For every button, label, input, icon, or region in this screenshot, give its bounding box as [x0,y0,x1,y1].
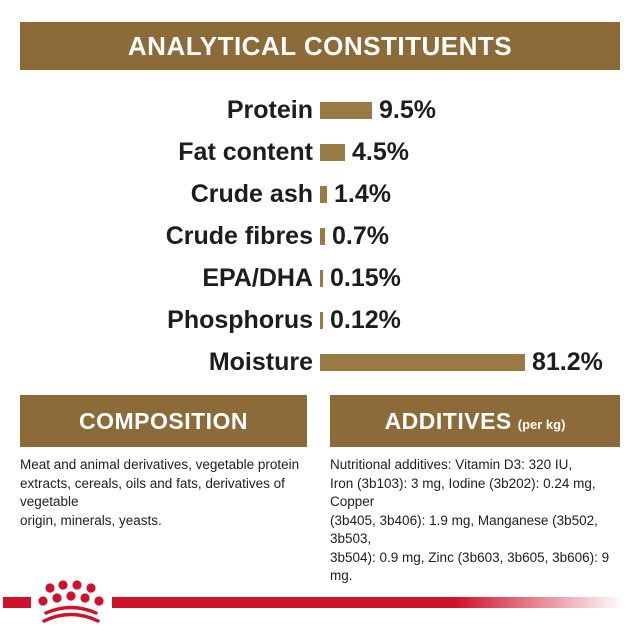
additives-title: ADDITIVES [384,408,512,434]
nutrient-label: Protein [226,95,313,124]
additives-title-suffix: (per kg) [517,417,566,432]
additives-text: Nutritional additives: Vitamin D3: 320 I… [330,457,610,583]
nutrient-label: Crude ash [190,179,313,208]
royal-canin-crown-logo [38,580,104,623]
info-sections: COMPOSITION Meat and animal derivatives,… [20,395,620,586]
nutrient-bar [320,269,323,287]
nutrient-label: Fat content [178,137,313,166]
additives-banner: ADDITIVES (per kg) [330,395,620,447]
nutrient-label: Crude fibres [165,221,313,250]
nutrient-value: 9.5% [379,95,436,124]
chart-row: EPA/DHA 0.15% [0,257,640,299]
chart-row: Crude fibres 0.7% [0,215,640,257]
nutrient-bar [320,101,372,119]
nutrient-bar [320,185,327,203]
nutrient-bar [320,311,323,329]
nutrient-value: 0.15% [330,263,401,292]
analytical-constituents-banner: ANALYTICAL CONSTITUENTS [20,22,620,70]
chart-row: Protein 9.5% [0,89,640,131]
footer-red-stripe [3,597,630,608]
chart-row: Phosphorus 0.12% [0,299,640,341]
nutrient-bar [320,353,525,371]
nutrient-value: 81.2% [532,347,603,376]
nutrient-value: 0.12% [330,305,401,334]
nutrient-value: 0.7% [332,221,389,250]
chart-row: Crude ash 1.4% [0,173,640,215]
composition-banner: COMPOSITION [20,395,307,447]
analytical-constituents-title: ANALYTICAL CONSTITUENTS [127,30,513,61]
nutrient-bar [320,143,345,161]
chart-row: Moisture 81.2% [0,341,640,383]
nutrient-label: Moisture [208,347,313,376]
nutrient-label: EPA/DHA [202,263,313,292]
additives-section: ADDITIVES (per kg) Nutritional additives… [330,395,620,586]
analytical-chart: Protein 9.5% Fat content 4.5% Crude ash 1.4% C… [0,89,640,383]
composition-text: Meat and animal derivatives, vegetable p… [20,457,300,528]
nutrient-label: Phosphorus [167,305,313,334]
nutrient-value: 1.4% [334,179,391,208]
chart-row: Fat content 4.5% [0,131,640,173]
composition-section: COMPOSITION Meat and animal derivatives,… [20,395,307,586]
composition-title: COMPOSITION [78,408,249,434]
nutrient-value: 4.5% [352,137,409,166]
nutrient-bar [320,227,325,245]
